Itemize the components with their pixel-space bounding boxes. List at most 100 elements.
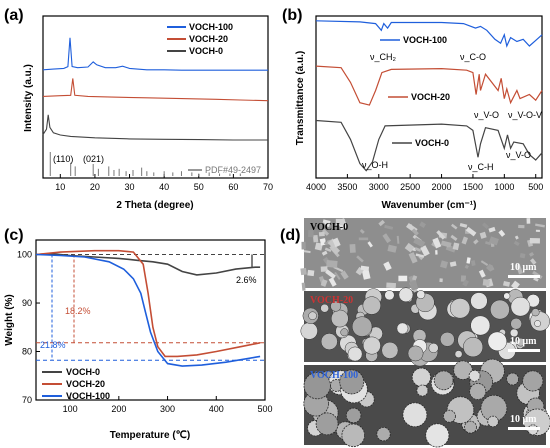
sem-sphere (381, 341, 399, 359)
sem-sphere (407, 345, 424, 362)
ftir-annotation-vov: ν_V-O-V (508, 110, 542, 120)
sem-flake (413, 237, 426, 248)
tga-line-voch-100 (35, 253, 261, 367)
ftir-annotation-ch2: ν_CH₂ (370, 52, 397, 62)
ftir-line-voch-0 (315, 119, 543, 172)
sem-rough-sphere (411, 367, 432, 387)
sem-flake (318, 231, 325, 237)
sem-rough-sphere (425, 423, 450, 448)
sem-scale-label-voch100: 10 μm (510, 414, 537, 425)
sem-flake (387, 244, 397, 253)
xrd-series (42, 37, 269, 141)
ftir-x-ticks: 4000 3500 3000 2500 2000 1500 1000 500 (306, 174, 543, 192)
sem-flake (482, 279, 490, 287)
tga-legend: VOCH-0 VOCH-20 VOCH-100 (42, 367, 110, 401)
sem-sphere (510, 317, 522, 330)
sem-flake (519, 253, 526, 259)
sem-flake (480, 260, 489, 266)
sem-sphere (384, 290, 395, 301)
ftir-line-voch-20 (315, 65, 543, 106)
tga-annotation-voch20: 18.2% (65, 306, 91, 316)
sem-flake (515, 263, 523, 275)
sem-sphere (308, 311, 317, 321)
sem-flake (367, 241, 373, 248)
ftir-x-tick-label: 1000 (494, 182, 514, 192)
ftir-line-voch-100 (315, 20, 543, 48)
sem-flake (326, 260, 338, 268)
sem-flake (404, 242, 415, 253)
sem-flake (530, 258, 537, 265)
sem-flake (361, 268, 371, 280)
tga-x-tick-label: 200 (111, 404, 126, 414)
sem-rough-sphere (522, 370, 544, 392)
sem-flake (528, 251, 535, 257)
sem-flake (312, 234, 319, 243)
sem-flake (396, 235, 400, 244)
sem-texture (300, 218, 550, 448)
tga-x-tick-label: 300 (160, 404, 175, 414)
ftir-label-voch0: VOCH-0 (415, 138, 449, 148)
sem-flake (461, 236, 469, 245)
ftir-x-tick-label: 1500 (463, 182, 483, 192)
sem-flake (498, 229, 506, 237)
ftir-annotation-co: ν_C-O (460, 52, 486, 62)
sem-sphere (449, 298, 471, 319)
sem-flake (481, 222, 489, 229)
sem-flake (473, 239, 479, 245)
sem-flake (378, 219, 385, 227)
sem-flake (465, 226, 477, 237)
sem-flake (414, 247, 422, 252)
sem-scale-bar-voch20 (508, 349, 540, 352)
sem-flake (386, 282, 397, 289)
tga-plot-frame (35, 239, 266, 401)
ftir-series (315, 20, 543, 172)
tga-legend-label-voch20: VOCH-20 (66, 379, 105, 389)
sem-scale-bar-voch100 (508, 427, 540, 430)
sem-flake (459, 223, 468, 228)
sem-rough-sphere (376, 426, 391, 442)
sem-flake (360, 265, 370, 271)
sem-flake (529, 238, 540, 244)
sem-sphere (439, 331, 455, 347)
tga-x-tick-label: 500 (257, 404, 272, 414)
sem-flake (420, 245, 430, 257)
sem-sphere (300, 322, 318, 340)
sem-sphere (331, 309, 349, 328)
sem-rough-sphere (315, 412, 339, 436)
sem-rough-sphere (468, 369, 481, 382)
sem-flake (334, 271, 341, 280)
peak-label-021: (021) (83, 154, 104, 164)
sem-flake (412, 275, 418, 281)
sem-rough-sphere (433, 370, 454, 391)
sem-images: VOCH-0 VOCH-20 VOCH-100 10 μm 10 μm 10 μ… (300, 218, 550, 448)
xrd-x-ticks: 10 20 30 40 50 60 70 (55, 174, 273, 192)
sem-flake (464, 264, 469, 270)
ftir-annotation-vo-1: ν_V-O (474, 110, 499, 120)
tga-line-voch-20 (35, 249, 261, 358)
sem-flake (335, 218, 345, 226)
xrd-x-tick-label: 30 (125, 182, 135, 192)
ftir-y-axis-label: Transmittance (a.u.) (295, 51, 306, 145)
xrd-x-tick-label: 60 (228, 182, 238, 192)
xrd-legend: VOCH-100 VOCH-20 VOCH-0 (167, 22, 233, 56)
sem-flake (314, 242, 323, 251)
sem-sphere (340, 328, 349, 337)
tga-y-tick-label: 80 (22, 347, 32, 357)
sem-flake (307, 269, 315, 277)
sem-sphere (470, 315, 491, 336)
sem-flake (440, 260, 449, 269)
sem-sphere (534, 320, 541, 327)
ftir-x-tick-label: 4000 (306, 182, 326, 192)
sem-rough-sphere (443, 409, 456, 423)
sem-rough-sphere (416, 384, 429, 397)
sem-flake (514, 235, 519, 240)
xrd-y-axis-label: Intensity (a.u.) (23, 64, 34, 132)
sem-scale-label-voch0: 10 μm (510, 262, 537, 273)
sem-flake (300, 267, 307, 276)
panel-label-c: (c) (4, 227, 24, 244)
sem-sphere (531, 308, 540, 317)
xrd-x-tick-label: 70 (263, 182, 273, 192)
sem-flake (321, 228, 330, 236)
sem-flake (320, 222, 327, 229)
